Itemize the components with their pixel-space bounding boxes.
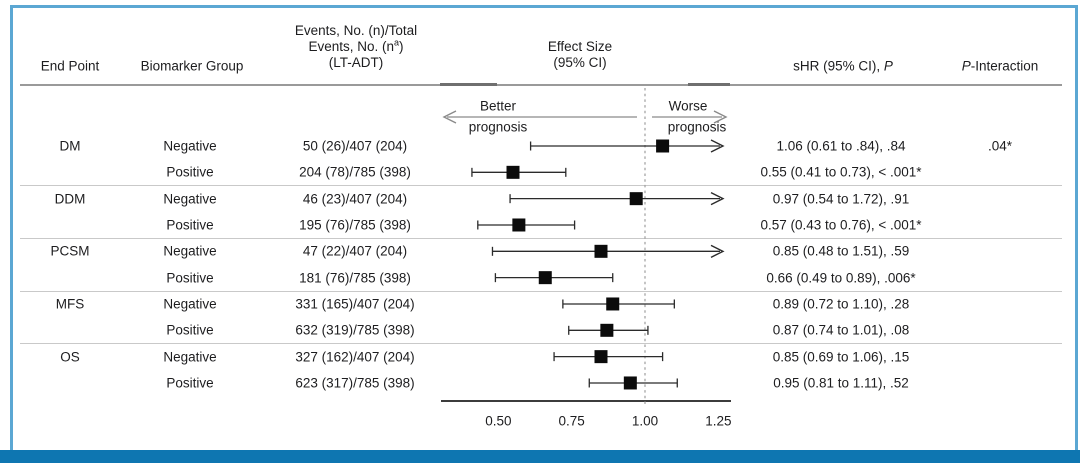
column-header-end-point: End Point [40, 58, 100, 74]
events-cell: 181 (76)/785 (398) [299, 270, 411, 286]
end-point-cell: OS [60, 349, 80, 365]
header-rule-dark-right [688, 83, 730, 86]
biomarker-group-cell: Positive [166, 164, 214, 180]
biomarker-group-cell: Negative [163, 296, 217, 312]
x-axis-tick-label: 1.25 [705, 413, 732, 429]
group-separator-line [20, 185, 1062, 187]
shr-ci-p-cell: 0.87 (0.74 to 1.01), .08 [772, 322, 910, 338]
events-cell: 46 (23)/407 (204) [302, 191, 408, 207]
events-header-line1: Events, No. (n)/Total [294, 23, 418, 38]
x-axis-tick-label: 0.50 [485, 413, 512, 429]
bottom-accent-bar [0, 450, 1080, 463]
worse-prognosis-label-line2: prognosis [667, 119, 727, 135]
biomarker-group-cell: Negative [163, 138, 217, 154]
events-header-line2: Events, No. (na) [308, 37, 404, 54]
better-prognosis-label-line1: Better [479, 98, 517, 114]
events-header-line3: (LT-ADT) [328, 55, 384, 70]
column-header-events: Events, No. (n)/Total Events, No. (na) (… [295, 23, 417, 71]
biomarker-group-cell: Positive [166, 270, 214, 286]
header-rule-dark-left [440, 83, 497, 86]
events-cell: 195 (76)/785 (398) [299, 217, 411, 233]
events-cell: 331 (165)/407 (204) [295, 296, 415, 312]
column-header-shr: sHR (95% CI), P [793, 58, 893, 74]
footnote-superscript-a: a [394, 37, 400, 48]
events-cell: 632 (319)/785 (398) [295, 322, 415, 338]
events-cell: 50 (26)/407 (204) [302, 138, 408, 154]
group-separator-line [20, 238, 1062, 240]
biomarker-group-cell: Negative [163, 349, 217, 365]
shr-ci-p-cell: 0.85 (0.48 to 1.51), .59 [772, 243, 910, 259]
shr-ci-p-cell: 0.57 (0.43 to 0.76), < .001* [760, 217, 922, 233]
biomarker-group-cell: Positive [166, 322, 214, 338]
events-cell: 204 (78)/785 (398) [299, 164, 411, 180]
end-point-cell: DDM [54, 191, 86, 207]
figure-border-panel [10, 5, 1078, 453]
effect-size-header-line1: Effect Size [547, 39, 613, 54]
shr-ci-p-cell: 1.06 (0.61 to .84), .84 [776, 138, 906, 154]
biomarker-group-cell: Positive [166, 217, 214, 233]
shr-ci-p-cell: 0.55 (0.41 to 0.73), < .001* [760, 164, 922, 180]
x-axis-tick-label: 0.75 [558, 413, 585, 429]
x-axis-tick-label: 1.00 [631, 413, 659, 429]
biomarker-group-cell: Negative [163, 191, 217, 207]
events-cell: 623 (317)/785 (398) [295, 375, 415, 391]
better-prognosis-label-line2: prognosis [468, 119, 528, 135]
column-header-effect-size: Effect Size (95% CI) [548, 39, 612, 71]
shr-ci-p-cell: 0.85 (0.69 to 1.06), .15 [772, 349, 910, 365]
events-cell: 47 (22)/407 (204) [302, 243, 408, 259]
shr-ci-p-cell: 0.89 (0.72 to 1.10), .28 [772, 296, 910, 312]
biomarker-group-cell: Negative [163, 243, 217, 259]
p-interaction-cell: .04* [987, 138, 1013, 154]
shr-ci-p-cell: 0.95 (0.81 to 1.11), .52 [773, 375, 909, 391]
end-point-cell: MFS [55, 296, 85, 312]
events-cell: 327 (162)/407 (204) [295, 349, 415, 365]
header-rule [20, 84, 1062, 86]
biomarker-group-cell: Positive [166, 375, 214, 391]
x-axis-line [441, 400, 731, 402]
shr-ci-p-cell: 0.97 (0.54 to 1.72), .91 [772, 191, 910, 207]
worse-prognosis-label-line1: Worse [668, 98, 708, 114]
group-separator-line [20, 290, 1062, 292]
column-header-biomarker-group: Biomarker Group [140, 58, 244, 74]
group-separator-line [20, 343, 1062, 345]
shr-ci-p-cell: 0.66 (0.49 to 0.89), .006* [766, 270, 916, 286]
end-point-cell: PCSM [50, 243, 90, 259]
column-header-p-interaction: P-Interaction [961, 58, 1039, 74]
end-point-cell: DM [59, 138, 81, 154]
effect-size-header-line2: (95% CI) [553, 55, 607, 70]
